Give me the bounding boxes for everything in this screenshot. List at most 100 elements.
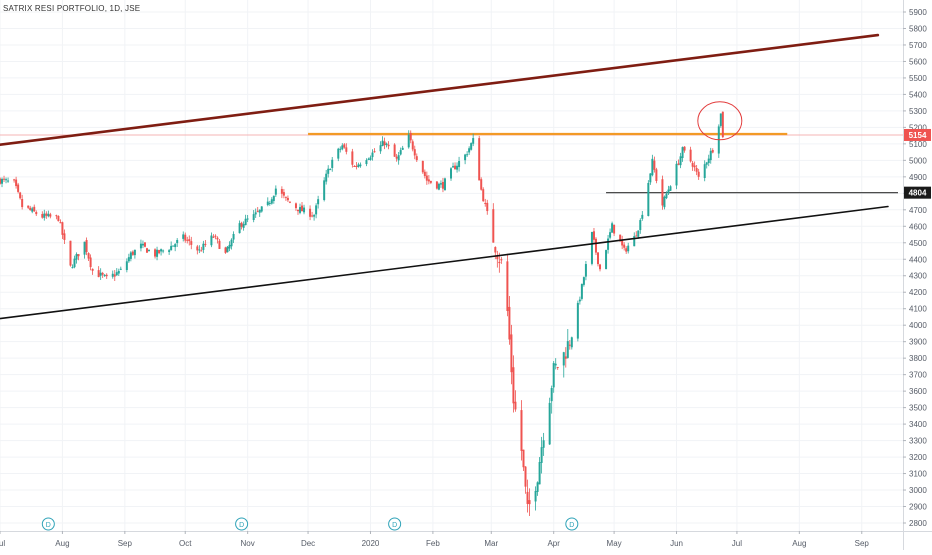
candle-body bbox=[649, 173, 652, 183]
y-tick-label: 5900 bbox=[909, 8, 927, 17]
candle-body bbox=[327, 168, 330, 174]
candle-body bbox=[113, 274, 116, 277]
candle-body bbox=[141, 243, 144, 246]
candle-body bbox=[478, 138, 481, 181]
candle-body bbox=[721, 111, 724, 138]
dividend-marker[interactable] bbox=[565, 517, 579, 531]
candle-body bbox=[387, 144, 390, 147]
candle-body bbox=[683, 146, 686, 151]
candle-body bbox=[480, 179, 483, 190]
candle-body bbox=[407, 134, 410, 148]
highlight-circle[interactable] bbox=[697, 101, 743, 141]
candle-body bbox=[59, 222, 62, 224]
candle-body bbox=[512, 367, 515, 404]
candle-body bbox=[129, 252, 132, 259]
candle-body bbox=[415, 156, 418, 161]
x-tick-label: 2020 bbox=[362, 539, 380, 548]
candle-body bbox=[172, 245, 175, 247]
candle-body bbox=[411, 141, 414, 150]
candle-body bbox=[562, 352, 565, 366]
x-tick-label: Oct bbox=[179, 539, 192, 548]
candle-body bbox=[425, 175, 428, 181]
y-tick-label: 4300 bbox=[909, 272, 927, 281]
candle-body bbox=[282, 192, 285, 196]
candle-body bbox=[274, 188, 277, 195]
candle-body bbox=[309, 208, 312, 217]
y-tick-label: 3900 bbox=[909, 338, 927, 347]
candle-body bbox=[71, 267, 74, 269]
x-tick-label: Aug bbox=[792, 539, 806, 548]
dividend-marker-label: D bbox=[239, 522, 244, 529]
candle-body bbox=[176, 240, 179, 244]
candle-body bbox=[719, 113, 722, 126]
candle-body bbox=[286, 197, 289, 201]
candle-body bbox=[590, 231, 593, 264]
y-tick-label: 3700 bbox=[909, 371, 927, 380]
candle-body bbox=[383, 141, 386, 146]
candle-body bbox=[506, 261, 509, 312]
x-tick-label: Aug bbox=[55, 539, 69, 548]
candle-body bbox=[301, 205, 304, 212]
candle-body bbox=[550, 388, 553, 402]
candle-body bbox=[437, 183, 440, 190]
candle-body bbox=[89, 257, 92, 268]
last-price-tag bbox=[904, 128, 931, 141]
candle-body bbox=[115, 272, 118, 276]
candle-body bbox=[299, 207, 302, 213]
candle-body bbox=[522, 449, 525, 468]
candle-body bbox=[131, 251, 134, 255]
dividend-marker[interactable] bbox=[388, 517, 402, 531]
candle-body bbox=[325, 173, 328, 182]
candle-body bbox=[466, 154, 469, 156]
candle-body bbox=[675, 163, 678, 186]
candle-body bbox=[212, 236, 215, 238]
lower-trend-line[interactable] bbox=[0, 205, 889, 320]
candle-body bbox=[190, 241, 193, 245]
dividend-marker-label: D bbox=[46, 522, 51, 529]
candle-body bbox=[156, 249, 159, 257]
candle-body bbox=[160, 249, 163, 252]
y-tick-label: 5200 bbox=[909, 123, 927, 132]
candle-body bbox=[520, 410, 523, 451]
candle-body bbox=[413, 149, 416, 156]
candle-body bbox=[421, 160, 424, 173]
candle-body bbox=[564, 356, 567, 359]
candle-body bbox=[681, 147, 684, 159]
candle-body bbox=[83, 241, 86, 255]
candle-body bbox=[1, 178, 4, 184]
candle-body bbox=[456, 165, 459, 170]
candle-body bbox=[43, 213, 46, 218]
candle-body bbox=[13, 179, 16, 181]
candle-body bbox=[218, 240, 221, 249]
candle-body bbox=[496, 255, 499, 260]
candle-body bbox=[49, 214, 52, 217]
candle-body bbox=[540, 447, 543, 463]
candle-body bbox=[91, 268, 94, 271]
y-tick-label: 5300 bbox=[909, 107, 927, 116]
candle-body bbox=[427, 179, 430, 182]
candle-body bbox=[379, 145, 382, 152]
candle-body bbox=[0, 178, 1, 184]
candle-body bbox=[464, 154, 467, 161]
candle-body bbox=[158, 250, 161, 254]
candle-body bbox=[693, 165, 696, 168]
candle-body bbox=[41, 214, 44, 218]
dividend-marker-label: D bbox=[392, 522, 397, 529]
candle-body bbox=[695, 168, 698, 172]
candle-body bbox=[7, 180, 10, 182]
candle-body bbox=[345, 147, 348, 152]
candle-body bbox=[75, 254, 78, 260]
candle-body bbox=[582, 277, 585, 285]
candle-body bbox=[639, 220, 642, 231]
candle-body bbox=[204, 243, 207, 245]
candle-body bbox=[254, 212, 257, 215]
dividend-marker[interactable] bbox=[235, 517, 249, 531]
upper-trend-line[interactable] bbox=[0, 33, 880, 146]
dividend-marker[interactable] bbox=[41, 517, 55, 531]
y-tick-label: 3100 bbox=[909, 470, 927, 479]
candle-body bbox=[399, 150, 402, 155]
candle-body bbox=[526, 491, 529, 504]
y-tick-label: 2800 bbox=[909, 519, 927, 528]
y-tick-label: 4000 bbox=[909, 321, 927, 330]
